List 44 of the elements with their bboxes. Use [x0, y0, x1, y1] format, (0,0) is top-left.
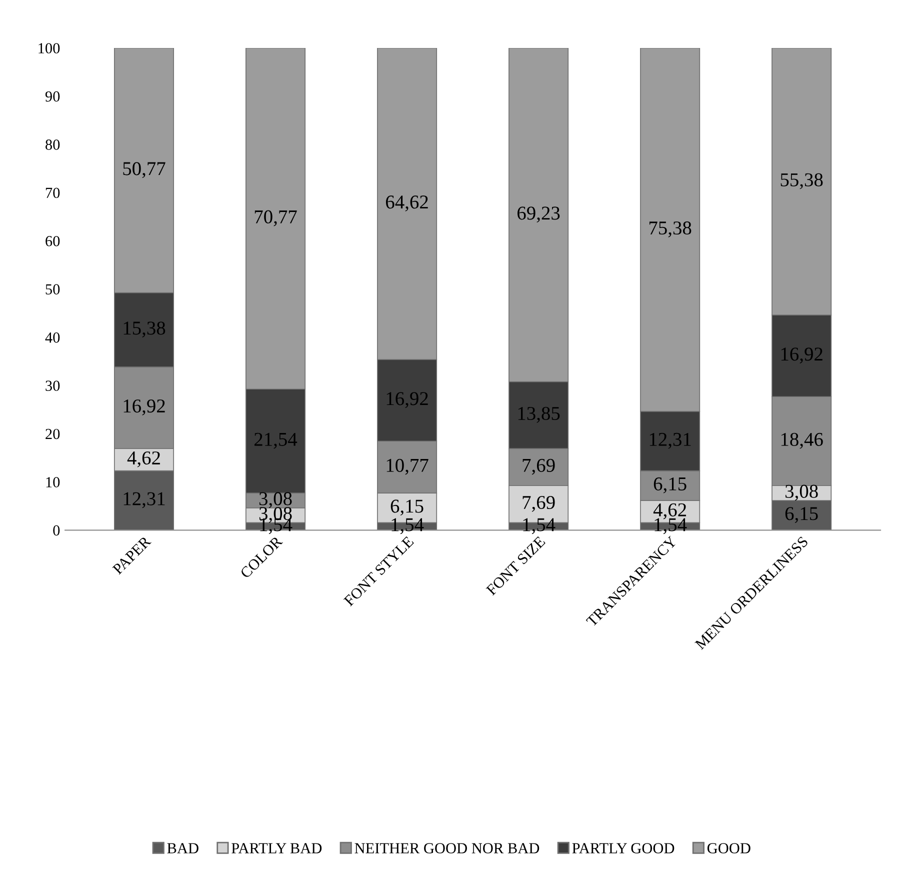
y-tick-label: 90	[45, 91, 60, 102]
y-tick-label: 0	[53, 525, 60, 536]
data-label: 1,54	[523, 518, 556, 534]
data-label: 6,15	[390, 500, 424, 516]
y-tick-label: 10	[46, 477, 60, 488]
data-label: 1,54	[654, 518, 687, 534]
data-label: 16,92	[386, 392, 428, 408]
data-label: 69,23	[518, 206, 560, 223]
data-label: 70,77	[254, 210, 297, 226]
legend-label: NEITHER GOOD NOR BAD	[354, 843, 540, 854]
y-tick-label: 20	[46, 428, 60, 440]
data-label: 4,62	[653, 503, 686, 520]
data-label: 18,46	[781, 432, 823, 449]
data-label: 55,38	[780, 173, 823, 190]
data-label: 10,77	[386, 458, 428, 475]
legend-label: PARTLY BAD	[232, 843, 322, 854]
data-label: 64,62	[386, 196, 428, 212]
y-tick-label: 50	[46, 284, 60, 294]
y-tick-label: 80	[46, 140, 60, 150]
data-label: 1,54	[392, 518, 424, 534]
data-label: 7,69	[522, 496, 555, 512]
y-tick-label: 100	[38, 43, 60, 54]
data-label: 3,08	[786, 484, 818, 501]
data-label: 12,31	[124, 492, 165, 508]
legend-label: BAD	[167, 843, 198, 854]
data-label: 3,08	[259, 492, 292, 508]
data-label: 21,54	[254, 432, 298, 449]
legend-label: PARTLY GOOD	[572, 843, 674, 854]
data-label: 4,62	[127, 451, 160, 468]
data-label: 7,69	[522, 458, 555, 475]
data-label: 75,38	[649, 221, 692, 238]
data-label: 50,77	[123, 162, 166, 178]
data-label: 13,85	[518, 406, 560, 423]
data-label: 6,15	[785, 507, 818, 523]
legend-label: GOOD	[707, 843, 750, 854]
data-label: 16,92	[124, 400, 165, 416]
data-label: 16,92	[781, 348, 822, 364]
data-label: 6,15	[654, 477, 686, 494]
data-label: 15,38	[124, 322, 166, 338]
y-tick-label: 60	[46, 236, 60, 246]
y-tick-label: 70	[46, 188, 60, 198]
y-tick-label: 30	[46, 380, 60, 391]
data-label: 12,31	[650, 432, 691, 449]
y-tick-label: 40	[45, 332, 60, 343]
